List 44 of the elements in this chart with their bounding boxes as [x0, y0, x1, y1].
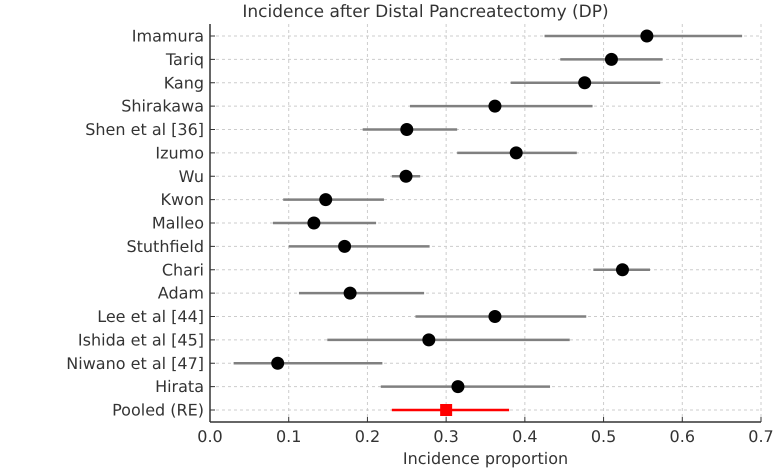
y-tick-label: Imamura	[132, 26, 204, 46]
x-tick-label: 0.5	[590, 427, 616, 446]
x-axis-title: Incidence proportion	[402, 449, 568, 468]
point	[451, 380, 464, 394]
y-tick-label: Kang	[164, 73, 204, 92]
point	[578, 76, 592, 90]
y-tick-label: Stuthfield	[126, 236, 204, 256]
point	[344, 286, 357, 300]
y-tick-label: Lee et al [44]	[97, 307, 204, 326]
point	[400, 123, 414, 136]
y-tick-label: Kwon	[160, 190, 204, 210]
point	[271, 356, 284, 370]
y-tick-label: Izumo	[155, 143, 204, 162]
y-tick-label: Ishida et al [45]	[78, 330, 204, 350]
x-tick-label: 0.0	[197, 427, 223, 446]
y-tick-label: Shirakawa	[121, 96, 204, 116]
x-tick-label: 0.3	[433, 427, 459, 446]
y-tick-label: Adam	[158, 284, 204, 303]
point	[616, 263, 629, 276]
point	[422, 333, 436, 346]
x-tick-label: 0.4	[512, 427, 538, 446]
y-tick-label: Tariq	[164, 50, 204, 69]
y-tick-label: Hirata	[155, 377, 204, 396]
point	[307, 216, 320, 230]
y-tick-label: Niwano et al [47]	[66, 354, 204, 373]
y-tick-label: Shen et al [36]	[85, 120, 204, 140]
point	[488, 310, 502, 323]
x-tick-label: 0.6	[670, 427, 696, 446]
y-tick-label: Pooled (RE)	[112, 400, 204, 420]
point	[338, 240, 352, 253]
chart-title: Incidence after Distal Pancreatectomy (DP)	[242, 2, 609, 22]
point	[640, 30, 654, 42]
point	[440, 404, 452, 416]
x-tick-label: 0.1	[276, 427, 302, 446]
y-tick-label: Chari	[162, 260, 204, 280]
point	[510, 146, 523, 160]
y-tick-label: Malleo	[152, 214, 204, 233]
y-tick-label: Wu	[178, 166, 204, 186]
point	[604, 52, 618, 66]
point	[400, 170, 412, 183]
point	[488, 100, 502, 113]
x-tick-label: 0.2	[354, 427, 380, 446]
x-tick-label: 0.7	[748, 427, 773, 446]
point	[319, 193, 332, 206]
